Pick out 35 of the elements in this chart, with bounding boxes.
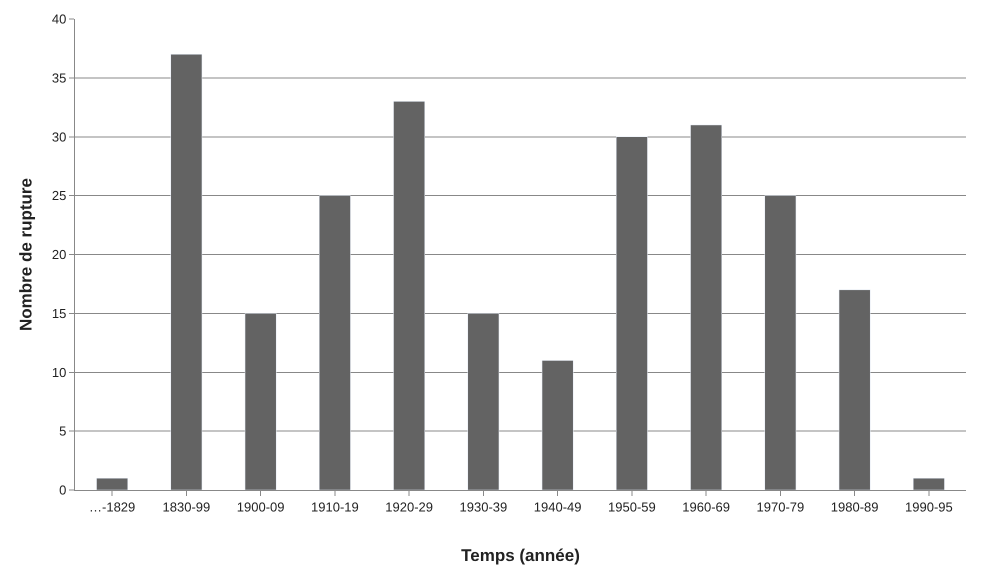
x-tick-label: 1950-59 — [608, 500, 656, 515]
bar — [838, 290, 870, 490]
bar — [468, 313, 500, 490]
bar — [913, 478, 945, 490]
y-tick-label: 15 — [52, 306, 66, 321]
y-tick-label: 0 — [59, 482, 66, 498]
bar — [690, 124, 722, 490]
y-tick-label: 20 — [52, 247, 66, 262]
x-tick-label: …-1829 — [89, 500, 136, 515]
bar — [542, 360, 574, 490]
x-tick-label: 1960-69 — [682, 500, 730, 515]
y-tick-label: 25 — [52, 188, 66, 204]
x-tick-label: 1910-19 — [311, 500, 359, 515]
bar — [616, 136, 648, 490]
x-tick-label: 1920-29 — [385, 500, 433, 515]
x-tick-label: 1940-49 — [534, 500, 582, 515]
x-axis-title: Temps (année) — [461, 546, 580, 565]
y-tick-label: 35 — [52, 70, 66, 86]
bar — [319, 195, 351, 490]
x-tick-label: 1900-09 — [236, 500, 284, 515]
x-tick-label: 1970-79 — [756, 500, 804, 515]
bar — [393, 101, 425, 490]
bar — [764, 195, 796, 490]
x-tick-label: 1830-99 — [162, 500, 210, 515]
x-tick-label: 1930-39 — [460, 500, 508, 515]
y-tick-label: 40 — [52, 12, 66, 27]
y-tick-label: 5 — [59, 424, 66, 439]
y-tick-label: 30 — [52, 129, 66, 144]
bar — [96, 478, 128, 490]
x-tick-label: 1980-89 — [830, 500, 878, 515]
bar — [244, 313, 276, 490]
y-tick-label: 10 — [52, 364, 66, 380]
bar — [170, 54, 202, 490]
y-axis-title: Nombre de rupture — [16, 178, 36, 332]
x-tick-label: 1990-95 — [905, 500, 953, 515]
